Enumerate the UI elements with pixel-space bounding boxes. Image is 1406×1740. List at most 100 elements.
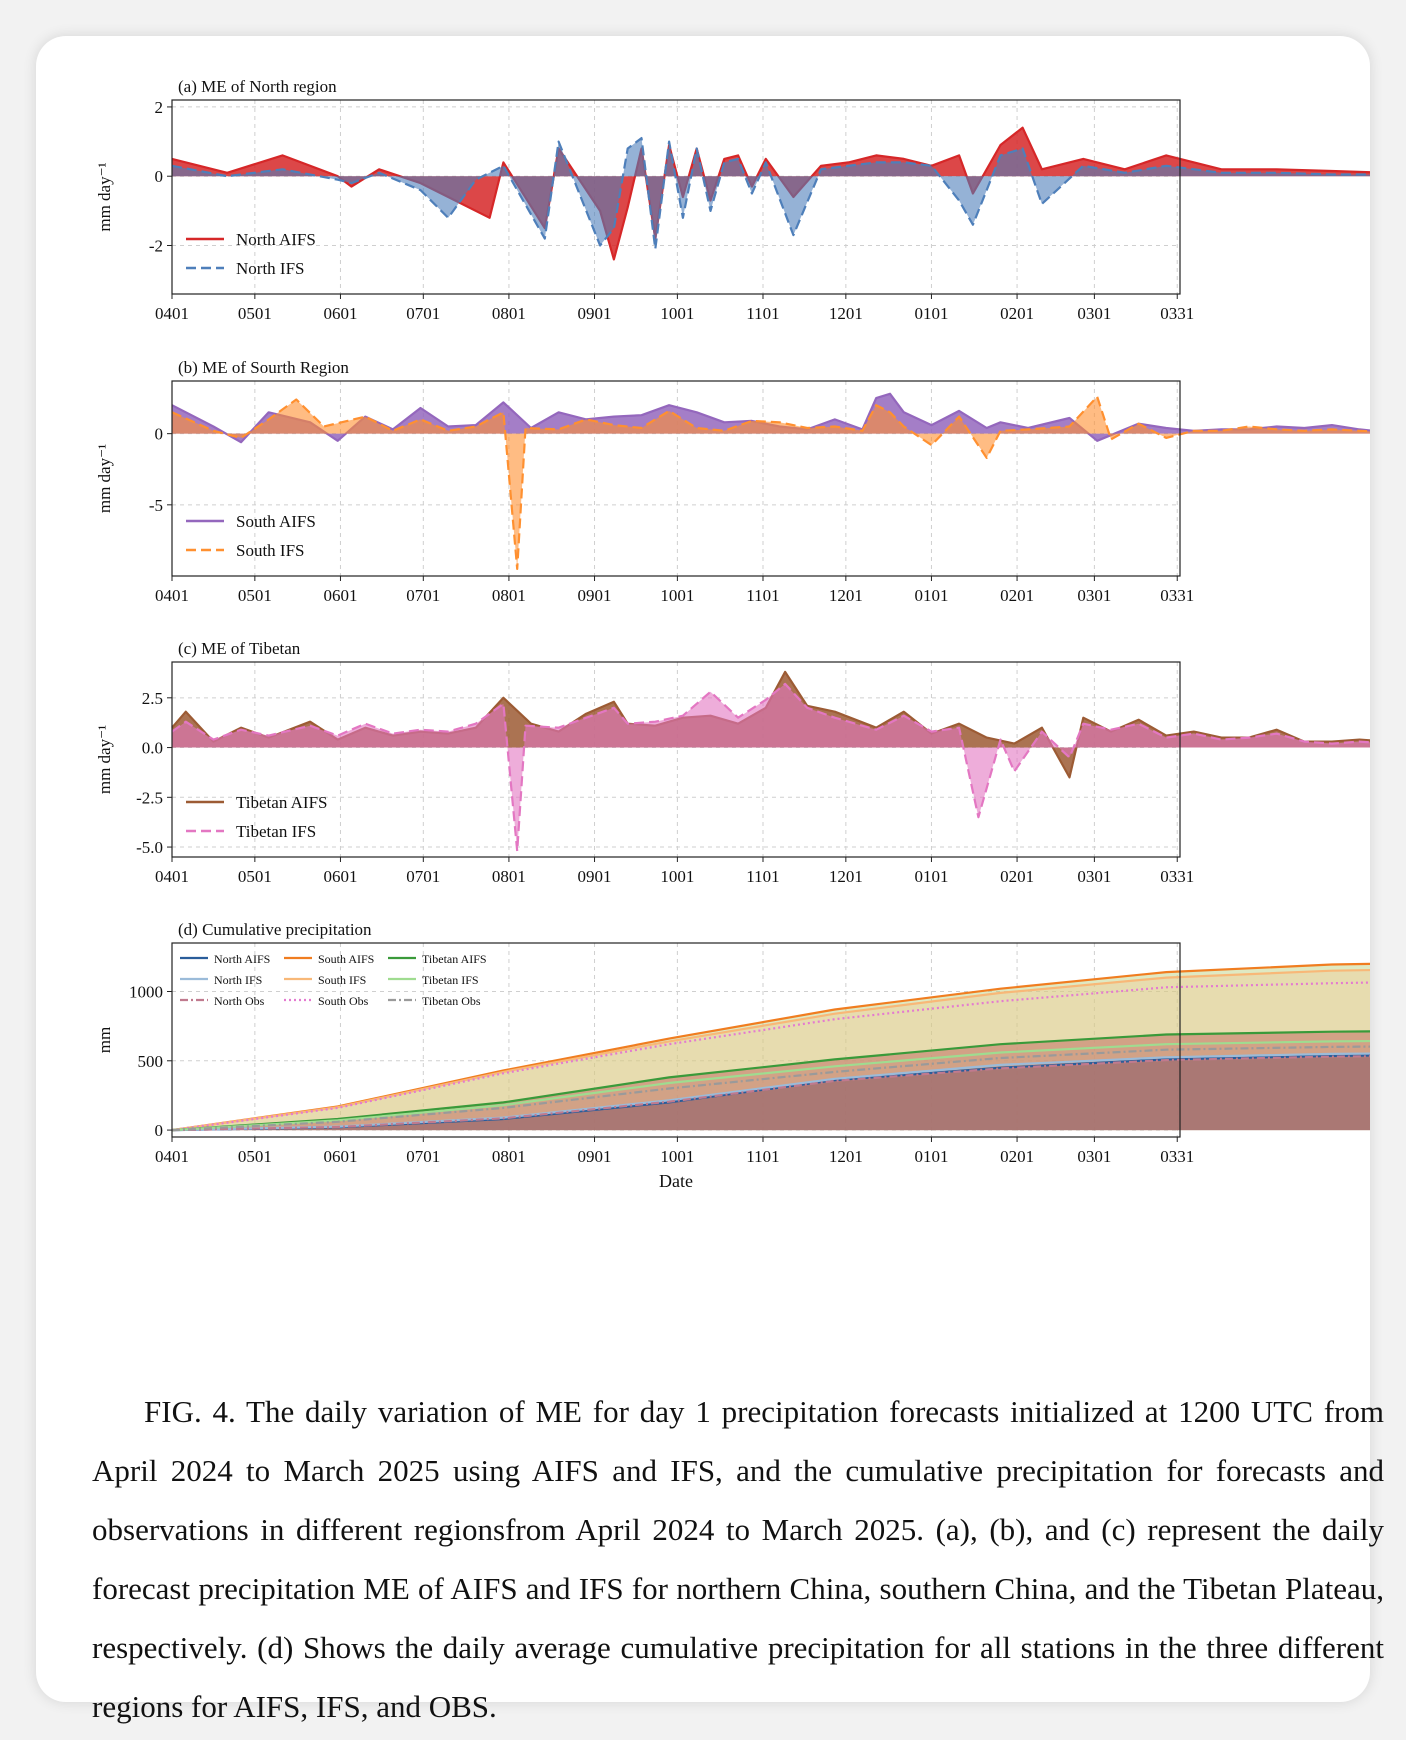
x-axis-label: Date [659, 1171, 693, 1191]
x-tick-label: 0401 [155, 1147, 189, 1166]
y-tick-label: -2.5 [136, 788, 163, 807]
x-tick-label: 0701 [406, 867, 440, 886]
x-tick-label: 1001 [660, 586, 694, 605]
x-tick-label: 1001 [660, 304, 694, 323]
panel-title: (a) ME of North region [178, 77, 337, 96]
x-tick-label: 0501 [238, 586, 272, 605]
x-tick-label: 0101 [914, 586, 948, 605]
y-tick-label: 0 [155, 1121, 164, 1140]
x-tick-label: 1201 [829, 304, 863, 323]
series-line [171, 137, 1370, 251]
x-tick-label: 0301 [1077, 304, 1111, 323]
x-tick-label: 0701 [406, 586, 440, 605]
panel-title: (c) ME of Tibetan [178, 639, 301, 658]
y-tick-label: 0.0 [142, 739, 163, 758]
legend-label: South AIFS [318, 952, 374, 966]
legend-label: South AIFS [236, 512, 316, 531]
legend-label: Tibetan IFS [422, 973, 479, 987]
y-tick-label: 0 [155, 425, 164, 444]
x-tick-label: 0801 [492, 1147, 526, 1166]
series-area [172, 683, 1370, 851]
legend-label: Tibetan AIFS [422, 952, 487, 966]
x-tick-label: 0331 [1160, 1147, 1194, 1166]
x-tick-label: 1101 [746, 304, 779, 323]
legend-label: North IFS [214, 973, 262, 987]
x-tick-label: 0101 [914, 867, 948, 886]
x-tick-label: 0301 [1077, 1147, 1111, 1166]
legend-label: Tibetan Obs [422, 994, 481, 1008]
x-tick-label: 0901 [578, 1147, 612, 1166]
series-line [171, 1045, 1370, 1132]
series-line [171, 682, 1370, 853]
x-tick-label: 0601 [323, 586, 357, 605]
series-line [171, 395, 1370, 570]
x-tick-label: 0801 [492, 867, 526, 886]
x-tick-label: 0201 [1000, 1147, 1034, 1166]
x-tick-label: 0501 [238, 1147, 272, 1166]
x-tick-label: 1201 [829, 867, 863, 886]
x-tick-label: 1201 [829, 586, 863, 605]
y-tick-label: 1000 [129, 983, 163, 1002]
series-area [172, 1055, 1370, 1131]
x-tick-label: 1001 [660, 1147, 694, 1166]
x-tick-label: 0201 [1000, 867, 1034, 886]
series-area [172, 396, 1370, 569]
series-line [171, 968, 1370, 1132]
x-tick-label: 1201 [829, 1147, 863, 1166]
x-tick-label: 0901 [578, 304, 612, 323]
y-tick-label: -2 [149, 237, 163, 256]
legend-label: Tibetan AIFS [236, 793, 327, 812]
x-tick-label: 0201 [1000, 586, 1034, 605]
x-tick-label: 0201 [1000, 304, 1034, 323]
x-tick-label: 0501 [238, 304, 272, 323]
y-tick-label: 2 [155, 98, 164, 117]
series-line [171, 1055, 1370, 1132]
y-tick-label: -5.0 [136, 838, 163, 857]
figure-caption: FIG. 4. The daily variation of ME for da… [92, 1394, 1384, 1724]
axes-frame [171, 99, 1181, 295]
y-tick-label: 0 [155, 167, 164, 186]
x-tick-label: 0601 [323, 304, 357, 323]
x-tick-label: 0331 [1160, 586, 1194, 605]
legend-label: South IFS [318, 973, 366, 987]
chart-panel-c: (c) ME of Tibetan 0401 0501 0601 0701 0801 090… [95, 639, 1370, 886]
x-tick-label: 0701 [406, 1147, 440, 1166]
x-tick-label: 0601 [323, 867, 357, 886]
y-tick-label: -5 [149, 496, 163, 515]
x-tick-label: 0101 [914, 304, 948, 323]
legend-label: North IFS [236, 259, 304, 278]
series-line [171, 1039, 1370, 1132]
x-tick-label: 0301 [1077, 586, 1111, 605]
x-tick-label: 0501 [238, 867, 272, 886]
x-tick-label: 0331 [1160, 304, 1194, 323]
chart-panel-d: (d) Cumulative precipitation 0401 0501 0601… [95, 920, 1370, 1191]
x-tick-label: 0901 [578, 586, 612, 605]
figure-canvas: (a) ME of North region 0401 0501 0601 0701 08… [95, 77, 1370, 1191]
figure-card: (a) ME of North region 0401 0501 0601 0701 08… [36, 36, 1384, 1724]
legend-label: South Obs [318, 994, 369, 1008]
panel-title: (b) ME of Sourth Region [178, 358, 349, 377]
series-area [172, 393, 1370, 443]
legend-label: Tibetan IFS [236, 822, 316, 841]
legend-label: South IFS [236, 541, 305, 560]
y-tick-label: 500 [138, 1052, 164, 1071]
x-tick-label: 0901 [578, 867, 612, 886]
x-tick-label: 1001 [660, 867, 694, 886]
legend-label: North AIFS [214, 952, 270, 966]
series-line [171, 962, 1370, 1132]
series-line [171, 1030, 1370, 1132]
y-axis-label: mm day⁻¹ [95, 444, 114, 513]
x-tick-label: 0801 [492, 586, 526, 605]
chart-panel-a: (a) ME of North region 0401 0501 0601 0701 08… [95, 77, 1370, 323]
chart-panel-b: (b) ME of Sourth Region 0401 0501 0601 0701 0… [95, 358, 1370, 605]
x-tick-label: 1101 [746, 586, 779, 605]
x-tick-label: 0601 [323, 1147, 357, 1166]
x-tick-label: 0401 [155, 867, 189, 886]
panel-title: (d) Cumulative precipitation [178, 920, 372, 939]
series-line [171, 392, 1370, 444]
legend-label: North AIFS [236, 230, 316, 249]
y-axis-label: mm day⁻¹ [95, 725, 114, 794]
y-axis-label: mm day⁻¹ [95, 162, 114, 231]
y-tick-label: 2.5 [142, 689, 163, 708]
axes-frame [171, 942, 1181, 1138]
